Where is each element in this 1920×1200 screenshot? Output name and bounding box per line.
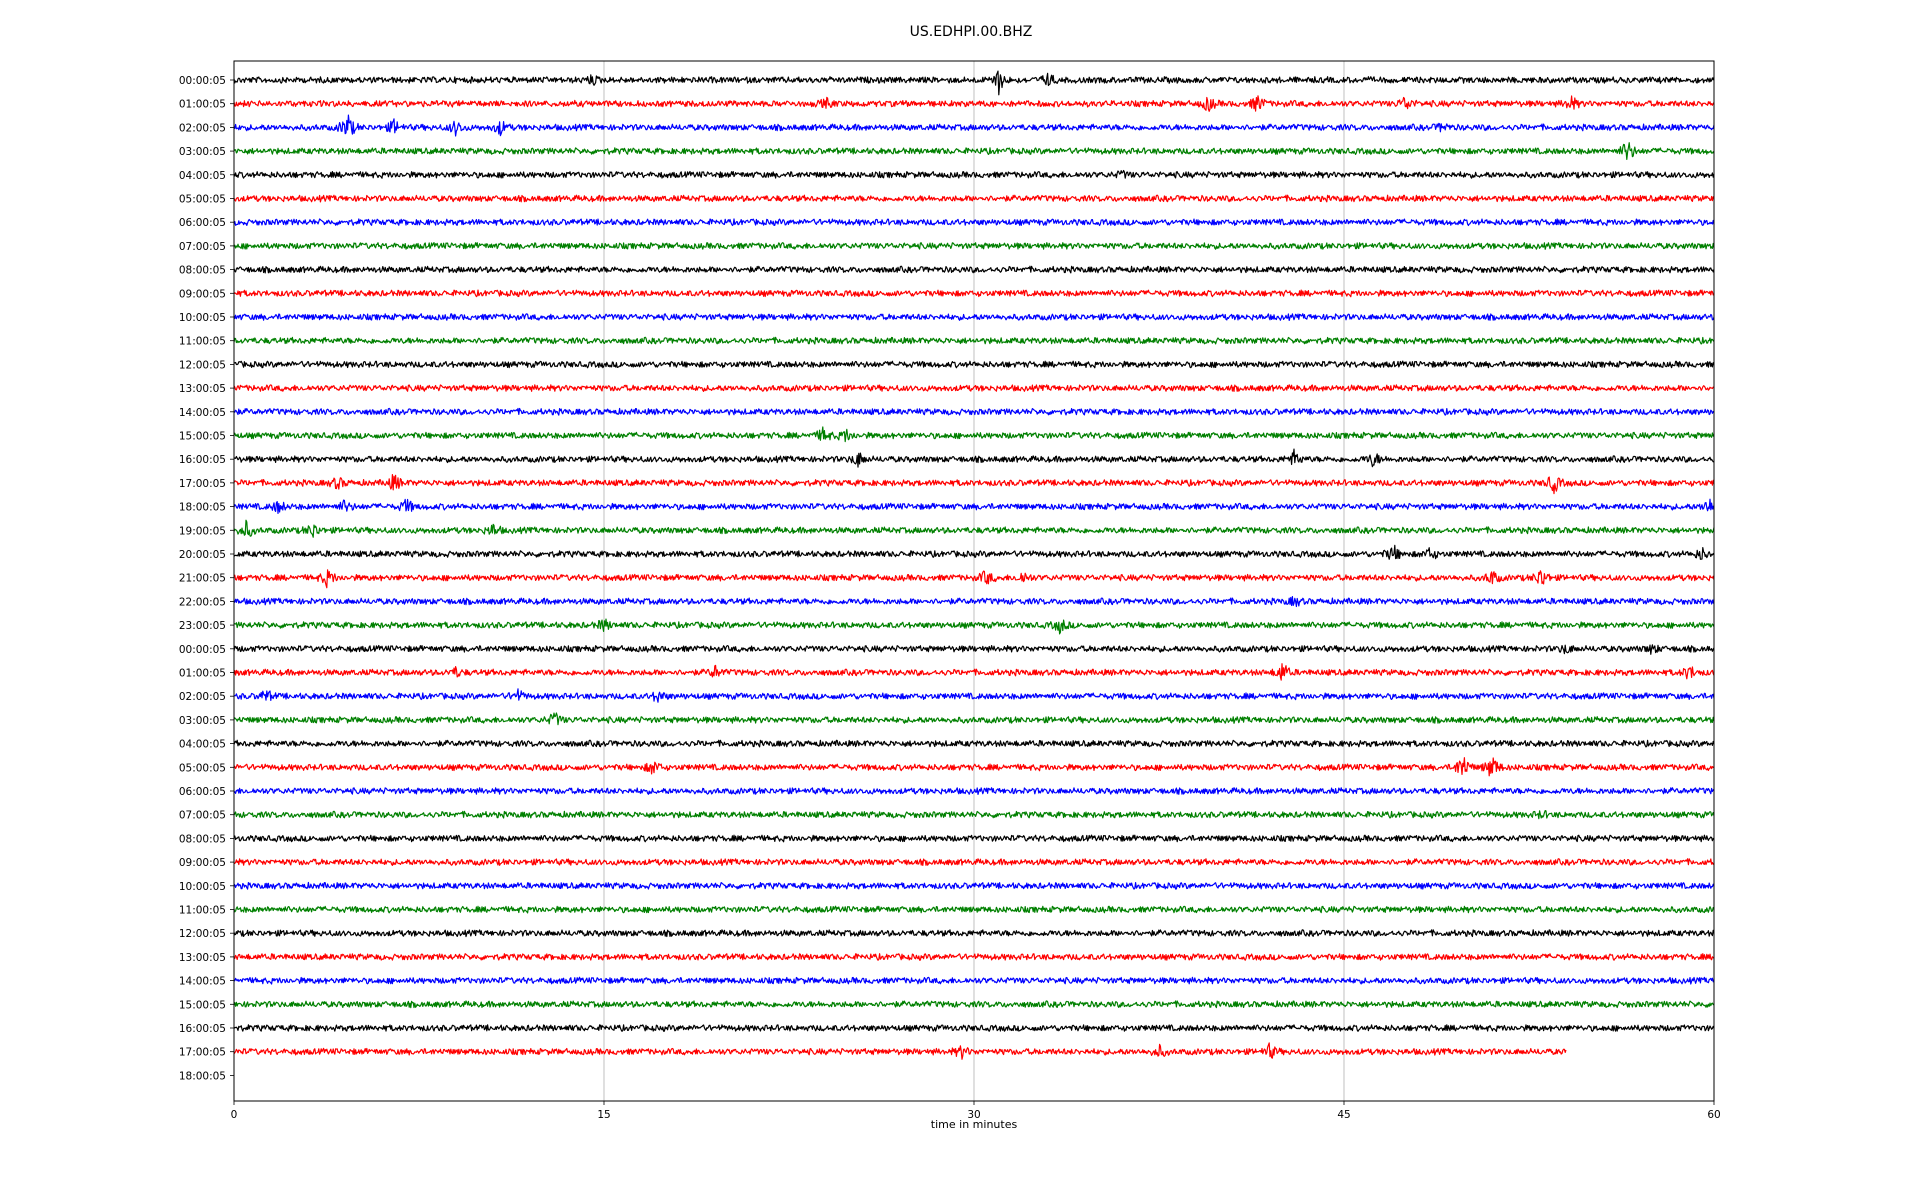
y-tick-label: 08:00:05 — [179, 833, 226, 845]
seismic-trace — [233, 787, 1715, 795]
y-tick-label: 12:00:05 — [179, 359, 226, 371]
y-tick-label: 18:00:05 — [179, 1070, 226, 1082]
y-tick-label: 11:00:05 — [179, 336, 226, 348]
y-tick-label: 18:00:05 — [179, 502, 226, 514]
seismic-trace — [233, 953, 1715, 961]
y-tick-label: 02:00:05 — [179, 122, 226, 134]
y-tick-label: 05:00:05 — [179, 762, 226, 774]
seismic-trace — [233, 810, 1715, 820]
y-tick-label: 15:00:05 — [179, 431, 226, 443]
seismic-trace — [233, 929, 1715, 938]
y-tick-label: 05:00:05 — [179, 194, 226, 206]
y-tick-label: 23:00:05 — [179, 620, 226, 632]
seismic-traces — [233, 70, 1715, 1060]
seismic-trace — [233, 384, 1715, 393]
seismic-trace — [233, 70, 1715, 96]
y-tick-label: 11:00:05 — [179, 905, 226, 917]
seismic-trace — [233, 426, 1715, 443]
y-tick-label: 22:00:05 — [179, 596, 226, 608]
seismic-trace — [233, 360, 1715, 369]
seismic-trace — [233, 194, 1715, 203]
chart-title: US.EDHPI.00.BHZ — [910, 24, 1033, 40]
x-tick-label: 30 — [967, 1109, 980, 1121]
y-tick-label: 04:00:05 — [179, 739, 226, 751]
y-tick-label: 13:00:05 — [179, 952, 226, 964]
y-tick-label: 19:00:05 — [179, 525, 226, 537]
y-tick-label: 06:00:05 — [179, 786, 226, 798]
seismic-trace — [233, 218, 1715, 227]
y-tick-label: 21:00:05 — [179, 573, 226, 585]
seismic-trace — [233, 739, 1715, 748]
seismic-trace — [233, 905, 1715, 914]
seismic-trace — [233, 95, 1715, 112]
y-tick-label: 03:00:05 — [179, 715, 226, 727]
seismic-trace — [233, 834, 1715, 843]
y-tick-label: 10:00:05 — [179, 881, 226, 893]
seismic-trace — [233, 519, 1715, 538]
seismic-trace — [233, 265, 1715, 274]
y-tick-label: 01:00:05 — [179, 99, 226, 111]
y-tick-label: 06:00:05 — [179, 217, 226, 229]
y-tick-label: 10:00:05 — [179, 312, 226, 324]
y-tick-label: 12:00:05 — [179, 928, 226, 940]
y-tick-label: 07:00:05 — [179, 241, 226, 253]
x-tick-label: 60 — [1707, 1109, 1720, 1121]
y-tick-label: 20:00:05 — [179, 549, 226, 561]
seismic-trace — [233, 142, 1715, 160]
seismic-trace — [233, 242, 1715, 250]
x-tick-label: 15 — [597, 1109, 610, 1121]
x-tick-label: 0 — [231, 1109, 238, 1121]
seismic-trace — [233, 498, 1715, 514]
x-axis-label: time in minutes — [931, 1118, 1018, 1131]
y-tick-label: 09:00:05 — [179, 857, 226, 869]
x-axis-ticks: 0 15 30 45 60 — [231, 1101, 1721, 1121]
seismic-trace — [233, 544, 1715, 560]
y-tick-label: 14:00:05 — [179, 976, 226, 988]
seismic-trace — [233, 1000, 1715, 1009]
seismic-trace — [233, 114, 1715, 137]
seismic-trace — [233, 976, 1715, 985]
seismic-trace — [233, 448, 1715, 468]
y-tick-label: 17:00:05 — [179, 1047, 226, 1059]
y-tick-label: 09:00:05 — [179, 288, 226, 300]
seismic-trace — [233, 688, 1715, 703]
seismic-trace — [233, 313, 1715, 321]
y-tick-label: 14:00:05 — [179, 407, 226, 419]
seismic-trace — [233, 881, 1715, 890]
seismic-trace — [233, 712, 1715, 726]
seismic-trace — [233, 474, 1715, 495]
grid-lines — [603, 61, 1345, 1101]
seismic-trace — [233, 169, 1715, 179]
seismic-trace — [233, 1042, 1567, 1060]
y-tick-label: 17:00:05 — [179, 478, 226, 490]
seismic-trace — [233, 858, 1715, 867]
x-tick-label: 45 — [1337, 1109, 1350, 1121]
y-tick-label: 04:00:05 — [179, 170, 226, 182]
y-tick-label: 16:00:05 — [179, 1023, 226, 1035]
seismic-trace — [233, 1024, 1715, 1032]
seismic-trace — [233, 757, 1715, 777]
y-tick-label: 03:00:05 — [179, 146, 226, 158]
seismic-trace — [233, 618, 1715, 635]
y-tick-label: 13:00:05 — [179, 383, 226, 395]
y-tick-label: 15:00:05 — [179, 999, 226, 1011]
y-axis-ticks: 00:00:05 01:00:05 02:00:05 03:00:05 04:00:05… — [179, 75, 234, 1082]
y-tick-label: 00:00:05 — [179, 75, 226, 87]
y-tick-label: 01:00:05 — [179, 668, 226, 680]
seismic-trace — [233, 663, 1715, 681]
y-tick-label: 16:00:05 — [179, 454, 226, 466]
y-tick-label: 08:00:05 — [179, 265, 226, 277]
y-tick-label: 07:00:05 — [179, 810, 226, 822]
seismic-trace — [233, 596, 1715, 608]
seismic-trace — [233, 289, 1715, 298]
y-tick-label: 00:00:05 — [179, 644, 226, 656]
seismic-trace — [233, 407, 1715, 416]
y-tick-label: 02:00:05 — [179, 691, 226, 703]
seismic-trace — [233, 644, 1715, 655]
seismic-trace — [233, 569, 1715, 589]
seismic-trace — [233, 336, 1715, 345]
